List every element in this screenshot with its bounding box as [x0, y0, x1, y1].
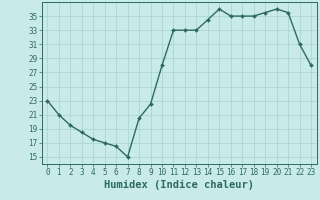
X-axis label: Humidex (Indice chaleur): Humidex (Indice chaleur): [104, 180, 254, 190]
